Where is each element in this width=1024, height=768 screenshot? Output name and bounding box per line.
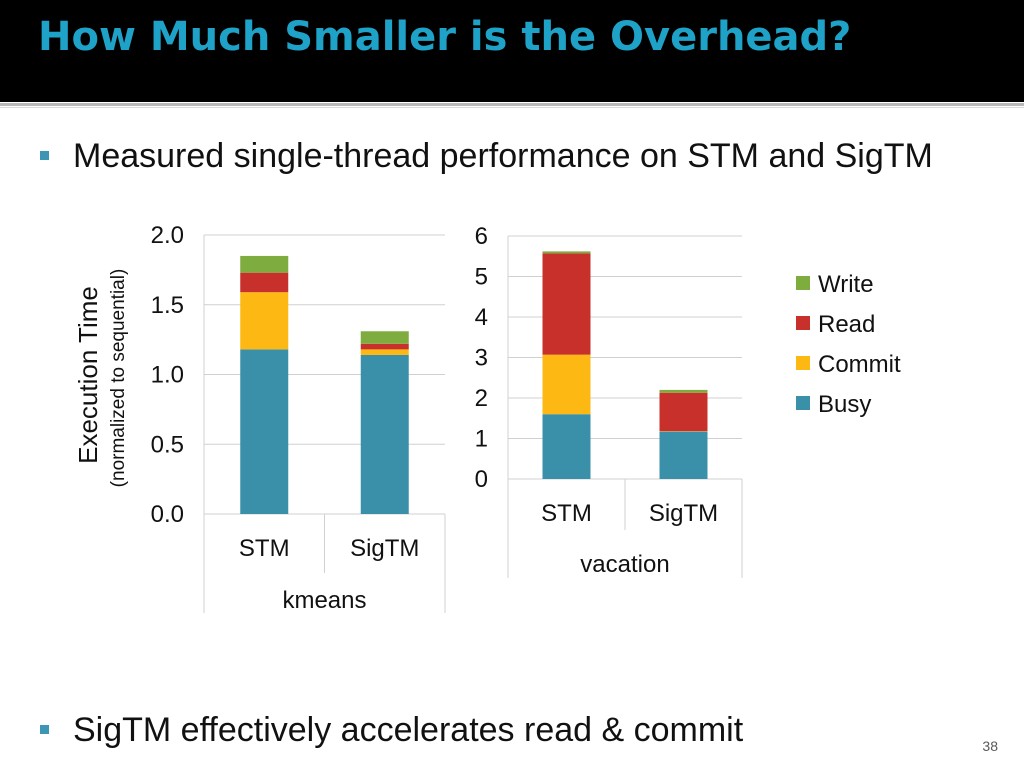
legend-swatch-read: [796, 316, 810, 330]
slide-number: 38: [982, 738, 998, 754]
slide-title: How Much Smaller is the Overhead?: [38, 14, 852, 60]
bar-segment-read: [542, 253, 591, 355]
x-category-label: SigTM: [350, 535, 419, 562]
y-tick-label: 0.0: [151, 501, 184, 528]
title-divider-thin: [0, 107, 1024, 108]
bar-segment-commit: [542, 354, 591, 415]
bar-segment-write: [360, 331, 409, 344]
y-tick-label: 6: [475, 223, 488, 250]
y-tick-label: 1.0: [151, 362, 184, 389]
legend-swatch-busy: [796, 396, 810, 410]
y-tick-label: 0.5: [151, 431, 184, 458]
legend-swatch-write: [796, 276, 810, 290]
y-tick-label: 0: [475, 466, 488, 493]
bar-segment-busy: [542, 414, 591, 479]
legend-label: Write: [818, 271, 874, 298]
bullet-text: SigTM effectively accelerates read & com…: [73, 711, 744, 749]
bullet-text: Measured single-thread performance on ST…: [73, 137, 933, 175]
bar-segment-commit: [240, 292, 289, 350]
group-label: kmeans: [282, 587, 366, 614]
bar-segment-read: [659, 392, 708, 432]
bar-segment-write: [659, 389, 708, 393]
y-axis-subtitle: (normalized to sequential): [108, 269, 129, 488]
bar-segment-busy: [240, 349, 289, 514]
y-tick-label: 1: [475, 426, 488, 453]
legend-label: Busy: [818, 391, 871, 418]
bar-segment-commit: [360, 349, 409, 355]
bullet-square-icon: [40, 725, 49, 734]
y-tick-label: 2: [475, 385, 488, 412]
x-category-label: SigTM: [649, 500, 718, 527]
x-category-label: STM: [239, 535, 290, 562]
y-axis-title: Execution Time: [73, 286, 103, 464]
y-tick-label: 4: [475, 304, 488, 331]
x-category-label: STM: [541, 500, 592, 527]
bar-segment-busy: [659, 431, 708, 479]
y-tick-label: 2.0: [151, 222, 184, 249]
bar-segment-read: [240, 272, 289, 293]
y-tick-label: 1.5: [151, 292, 184, 319]
title-bar: How Much Smaller is the Overhead?: [0, 0, 1024, 102]
bar-segment-busy: [360, 354, 409, 514]
y-tick-label: 5: [475, 264, 488, 291]
legend-swatch-commit: [796, 356, 810, 370]
bullet-square-icon: [40, 151, 49, 160]
title-divider: [0, 103, 1024, 106]
bar-segment-read: [360, 343, 409, 350]
y-tick-label: 3: [475, 345, 488, 372]
bar-segment-write: [240, 255, 289, 273]
group-label: vacation: [580, 551, 669, 578]
legend-label: Read: [818, 311, 875, 338]
legend-label: Commit: [818, 351, 901, 378]
bar-segment-write: [542, 251, 591, 254]
